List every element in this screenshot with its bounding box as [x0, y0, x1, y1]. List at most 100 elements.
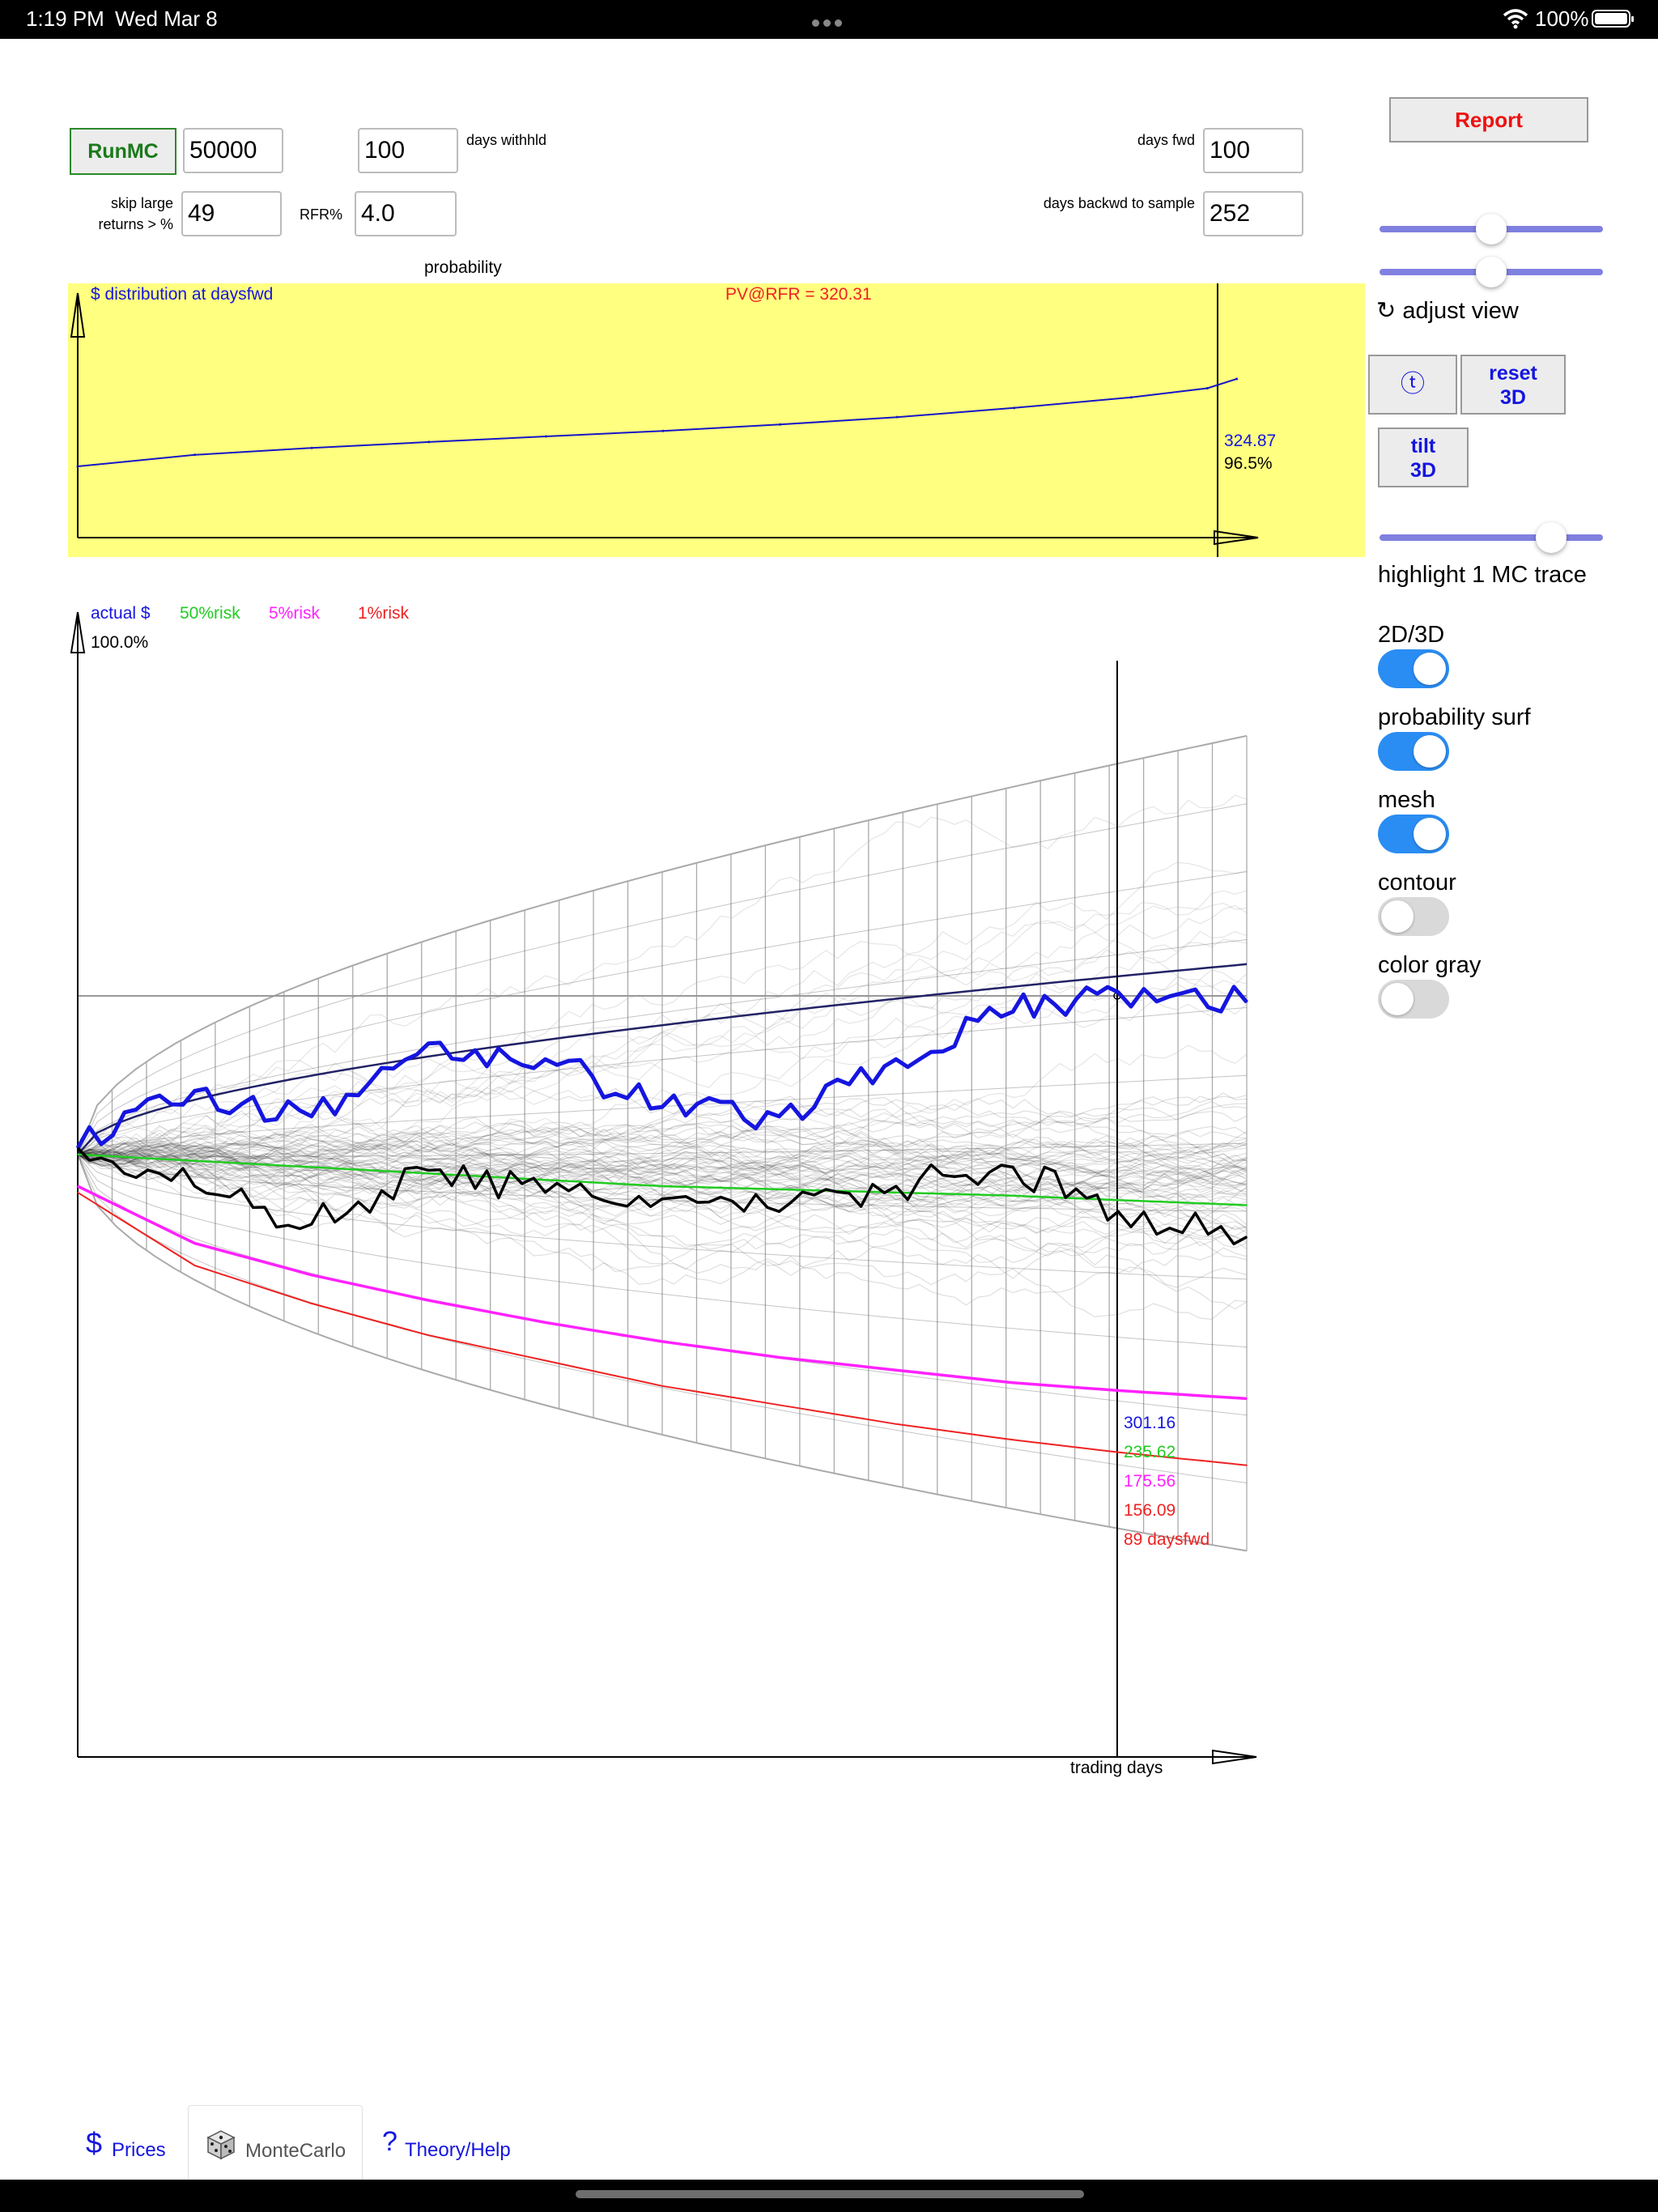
adjust-view-label: ↻ adjust view — [1376, 298, 1519, 324]
series-5-risk-point — [778, 1356, 780, 1359]
dist-point — [427, 440, 431, 444]
highlight-slider[interactable] — [1380, 522, 1603, 553]
toggle-2d3d[interactable] — [1378, 649, 1449, 688]
series-actual-point — [311, 1116, 312, 1117]
series-1-risk-point — [1012, 1439, 1014, 1441]
toggle-contour-label: contour — [1378, 870, 1456, 895]
days-withhold-label: days withhld — [466, 132, 547, 148]
reset-3d-line2: 3D — [1500, 386, 1526, 409]
series-actual-point — [778, 1116, 780, 1117]
num-sims-input[interactable] — [183, 128, 283, 173]
rfr-input[interactable] — [355, 191, 457, 236]
toggle-mesh-label: mesh — [1378, 787, 1435, 813]
days-withhold-input[interactable] — [358, 128, 458, 173]
view-slider-2[interactable] — [1380, 257, 1603, 287]
series-highlight-point — [1012, 1166, 1014, 1168]
runmc-button[interactable]: RunMC — [70, 128, 176, 175]
status-date: Wed Mar 8 — [115, 6, 218, 31]
series-highlight-point — [661, 1197, 663, 1200]
view-slider-1-knob[interactable] — [1476, 214, 1507, 245]
legend-5-risk: 5%risk — [269, 604, 321, 623]
series-50-risk-point — [1246, 1204, 1248, 1206]
series-1-risk-point — [544, 1359, 546, 1362]
tab-montecarlo-label: MonteCarlo — [245, 2140, 346, 2162]
dist-point — [544, 435, 547, 438]
wifi-icon — [1503, 9, 1528, 29]
toggle-contour[interactable] — [1378, 897, 1449, 936]
reset-3d-button[interactable]: reset 3D — [1460, 355, 1566, 415]
readout-1-risk: 156.09 — [1124, 1501, 1176, 1520]
series-5-risk-point — [544, 1321, 546, 1324]
chart-y-arrow — [70, 611, 86, 653]
report-button[interactable]: Report — [1389, 97, 1588, 143]
skip-returns-input[interactable] — [181, 191, 282, 236]
mesh-horizontal-line — [77, 803, 1248, 1155]
series-actual-point — [427, 1042, 429, 1044]
series-50-risk-point — [544, 1179, 546, 1180]
series-5-risk-point — [661, 1341, 663, 1342]
toggle-color-gray[interactable] — [1378, 980, 1449, 1019]
dist-curve — [77, 378, 1237, 467]
days-backwd-label: days backwd to sample — [1043, 195, 1195, 211]
mesh-horizontal-line — [77, 939, 1248, 1155]
series-50-risk-point — [778, 1189, 780, 1190]
series-highlight-point — [895, 1185, 897, 1187]
series-actual-point — [1246, 1002, 1248, 1003]
multitask-dots-icon[interactable] — [812, 16, 848, 27]
time-button[interactable]: ⓣ — [1368, 355, 1457, 415]
home-indicator[interactable] — [576, 2190, 1084, 2198]
series-1-risk-point — [895, 1423, 897, 1425]
tilt-3d-button[interactable]: tilt 3D — [1378, 428, 1469, 487]
chart-y-label: 100.0% — [91, 633, 149, 652]
tab-prices[interactable]: $ Prices — [81, 2105, 178, 2178]
series-actual-point — [1012, 1010, 1014, 1013]
mesh-horizontal-line — [77, 1154, 1248, 1348]
distribution-x-label: probability — [424, 258, 502, 277]
tab-montecarlo[interactable]: MonteCarlo — [188, 2105, 363, 2180]
distribution-panel[interactable] — [68, 283, 1365, 557]
series-1-risk-point — [1246, 1464, 1248, 1466]
distribution-chart — [70, 283, 1259, 557]
series-highlight-point — [427, 1169, 429, 1172]
mesh-horizontal-line — [77, 1142, 1248, 1157]
series-50-risk-point — [311, 1166, 312, 1168]
chart-x-arrow — [1212, 1749, 1257, 1765]
series-highlight-point — [1246, 1236, 1248, 1238]
series-1-risk-point — [193, 1265, 196, 1266]
monte-carlo-chart[interactable] — [0, 583, 1376, 1781]
chart-x-label: trading days — [1070, 1759, 1163, 1777]
days-fwd-input[interactable] — [1203, 128, 1303, 173]
mesh-horizontal-line — [77, 1154, 1248, 1280]
readout-50-risk: 235.62 — [1124, 1443, 1176, 1461]
days-backwd-input[interactable] — [1203, 191, 1303, 236]
series-actual-point — [544, 1058, 546, 1061]
highlight-slider-knob[interactable] — [1536, 522, 1567, 553]
series-actual-point — [895, 1058, 897, 1061]
readout-5-risk: 175.56 — [1124, 1472, 1176, 1491]
dist-point — [1013, 406, 1016, 410]
series-1-risk-point — [778, 1404, 780, 1406]
dollar-icon: $ — [86, 2126, 103, 2159]
tab-theory-help[interactable]: ? Theory/Help — [379, 2105, 517, 2178]
series-50-risk-point — [895, 1192, 897, 1193]
dist-x-arrow — [1214, 530, 1259, 546]
skip-label-line2: returns > % — [98, 216, 173, 232]
dist-point — [661, 429, 665, 432]
series-5-risk-point — [1012, 1382, 1014, 1384]
mesh-horizontal-line — [77, 871, 1248, 1155]
view-slider-1[interactable] — [1380, 214, 1603, 245]
series-actual-point — [193, 1090, 196, 1092]
series-5-risk-point — [427, 1300, 429, 1301]
series-50-risk-point — [1012, 1194, 1014, 1197]
series-1-risk-point — [661, 1385, 663, 1387]
view-slider-2-knob[interactable] — [1476, 257, 1507, 287]
toggle-mesh[interactable] — [1378, 815, 1449, 853]
series-5-risk-point — [1117, 1389, 1119, 1392]
toggle-gray-label: color gray — [1378, 952, 1482, 978]
tab-theory-help-label: Theory/Help — [405, 2139, 511, 2161]
toggle-probability-surf[interactable] — [1378, 732, 1449, 771]
series-actual-point — [661, 1106, 663, 1108]
status-bar: 1:19 PM Wed Mar 8 100% — [0, 0, 1658, 39]
mesh-lower-edge — [77, 1154, 1248, 1552]
series-highlight-point — [778, 1210, 780, 1213]
